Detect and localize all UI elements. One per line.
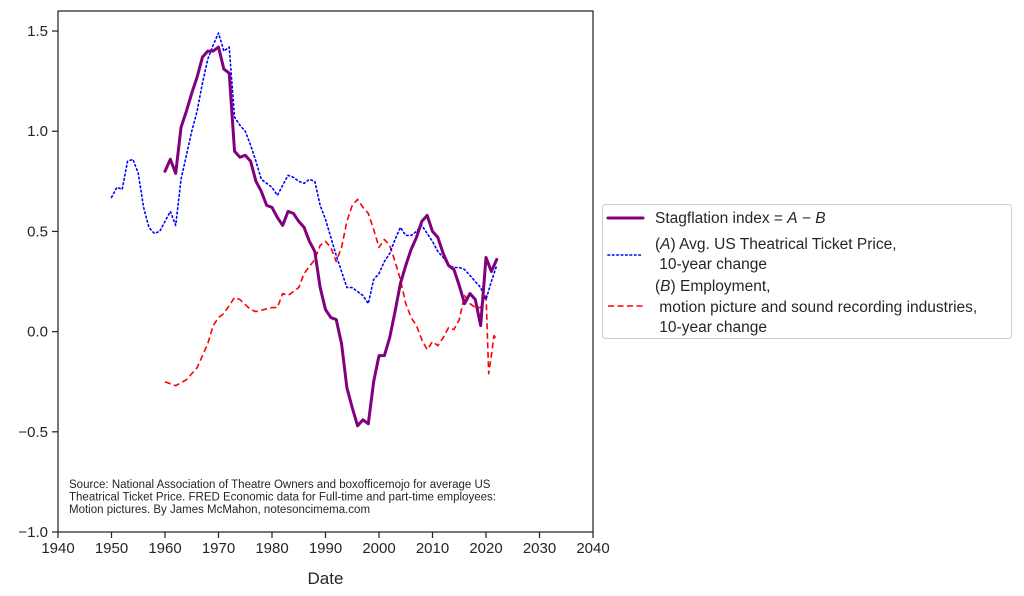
- legend-label: (A) Avg. US Theatrical Ticket Price,: [655, 236, 897, 253]
- series-ticket-price-change: [110, 32, 498, 305]
- y-axis: −1.0 −0.5 0.0 0.5 1.0 1.5: [18, 23, 58, 541]
- series-stagflation-index: [163, 45, 499, 428]
- series-line: [163, 45, 499, 428]
- legend-entry: (A) Avg. US Theatrical Ticket Price, 10-…: [607, 236, 897, 273]
- y-tick-label: −0.5: [18, 424, 48, 441]
- x-tick-label: 1980: [255, 540, 288, 557]
- source-line: Source: National Association of Theatre …: [69, 479, 491, 491]
- legend: Stagflation index = A − B (A) Avg. US The…: [602, 204, 1012, 339]
- series-layer: [110, 32, 499, 428]
- y-tick-label: 1.5: [27, 23, 48, 40]
- y-tick-label: 1.0: [27, 123, 48, 140]
- legend-box: [602, 204, 1012, 339]
- source-line: Motion pictures. By James McMahon, notes…: [69, 504, 370, 516]
- legend-entry: Stagflation index = A − B: [606, 210, 826, 227]
- source-annotation: Source: National Association of Theatre …: [69, 479, 496, 516]
- series-employment-change: [164, 198, 498, 387]
- series-line: [164, 198, 498, 387]
- legend-entry: (B) Employment, motion picture and sound…: [608, 278, 977, 336]
- x-tick-label: 1990: [309, 540, 342, 557]
- x-tick-label: 2020: [469, 540, 502, 557]
- x-tick-label: 2000: [362, 540, 395, 557]
- series-line: [110, 32, 498, 305]
- legend-label: Stagflation index = A − B: [655, 210, 826, 227]
- plot-frame: [57, 10, 594, 533]
- legend-label: 10-year change: [655, 319, 767, 336]
- legend-label: 10-year change: [655, 256, 767, 273]
- y-tick-label: 0.5: [27, 223, 48, 240]
- x-tick-label: 2010: [416, 540, 449, 557]
- y-tick-label: 0.0: [27, 324, 48, 341]
- x-tick-label: 1940: [41, 540, 74, 557]
- x-tick-label: 1970: [202, 540, 235, 557]
- x-axis: 1940 1950 1960 1970 1980 1990 2000 2010 2020 2030…: [41, 532, 610, 557]
- x-tick-label: 1950: [95, 540, 128, 557]
- y-tick-label: −1.0: [18, 524, 48, 541]
- x-axis-title: Date: [308, 569, 344, 588]
- legend-label: (B) Employment,: [655, 278, 770, 295]
- x-tick-label: 2040: [576, 540, 609, 557]
- x-tick-label: 1960: [148, 540, 181, 557]
- legend-label: motion picture and sound recording indus…: [655, 299, 977, 316]
- source-line: Theatrical Ticket Price. FRED Economic d…: [69, 492, 496, 504]
- x-tick-label: 2030: [523, 540, 556, 557]
